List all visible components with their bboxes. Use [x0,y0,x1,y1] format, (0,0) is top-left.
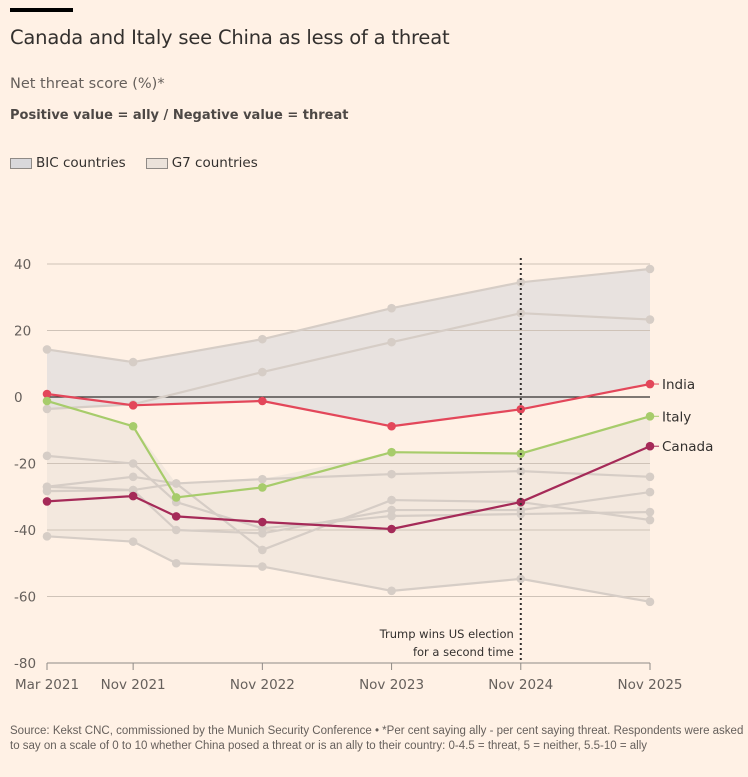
point-india [645,379,655,389]
point-g7-country-b [258,474,267,484]
legend-swatch-bic [10,157,32,169]
point-g7-country-c [645,487,655,497]
axes-layer: 40 20 0 -20 -40 -60 -80 Mar 2021 Nov 2021 Nov 202… [14,257,683,693]
y-tick-label: 20 [14,324,31,340]
point-g7-country-a [387,511,396,521]
legend: BIC countries G7 countries [10,155,258,171]
line-bic-country-b [46,312,651,411]
point-india [387,421,396,431]
point-italy [42,396,52,406]
y-tick-label: -20 [14,457,36,473]
point-bic-country-a [387,303,396,313]
point-italy [645,411,655,421]
y-tick-label: 0 [14,390,23,406]
y-tick-label: -40 [14,523,36,539]
annotation-text-line2: for a second time [413,645,514,659]
point-g7-country-e [645,597,655,607]
point-g7-country-e [128,537,138,546]
point-bic-country-a [516,277,526,287]
point-bic-country-a [258,334,267,344]
point-india [258,396,267,406]
point-bic-country-b [42,404,52,414]
legend-item-g7: G7 countries [145,155,258,171]
series-label-italy: Italy [662,409,691,425]
x-tick-label: Mar 2021 [15,677,79,693]
point-g7-country-c [387,505,396,515]
x-tick-label: Nov 2024 [488,677,553,693]
chart-plot: 40 20 0 -20 -40 -60 -80 Mar 2021 Nov 2021 Nov 202… [14,257,713,693]
point-g7-country-d [645,515,655,525]
x-tick-label: Nov 2021 [101,677,166,693]
point-g7-country-d [387,495,396,505]
point-g7-country-c [258,529,267,538]
point-g7-country-b [645,472,655,482]
point-india [128,401,138,410]
labels-layer: India Italy Canada Trump wins US election fo… [379,258,713,663]
point-g7-country-b [516,466,526,476]
point-bic-country-a [645,264,655,274]
point-g7-country-a [42,451,52,461]
point-g7-country-a [128,459,138,468]
legend-swatch-g7 [145,157,168,169]
point-canada [645,441,655,451]
point-g7-country-b [387,469,396,479]
point-italy [171,493,181,502]
point-italy [128,421,138,431]
y-tick-label: -80 [14,656,36,672]
y-tick-label: -60 [14,590,36,606]
point-canada [128,491,138,501]
point-italy [258,483,267,492]
point-g7-country-e [171,558,181,568]
point-canada [516,497,526,507]
point-g7-country-c [171,525,181,535]
point-canada [171,512,181,521]
legend-label-g7: G7 countries [171,155,258,171]
point-canada [258,517,267,527]
point-g7-country-d [128,485,138,495]
x-tick-label: Nov 2025 [618,677,683,693]
bands-layer [47,268,650,602]
point-g7-country-a [645,507,655,517]
line-india [46,382,651,428]
series-label-canada: Canada [662,439,713,455]
point-g7-country-c [516,505,526,515]
legend-label-bic: BIC countries [36,155,126,171]
brand-bar [10,8,73,12]
point-g7-country-d [42,482,52,492]
chart-title: Canada and Italy see China as less of a … [10,26,450,49]
annotation-text-line1: Trump wins US election [379,627,514,641]
point-canada [42,497,52,506]
chart-subtitle: Net threat score (%)* [10,76,165,92]
y-tick-label: 40 [14,257,31,273]
chart-note: Positive value = ally / Negative value =… [10,108,349,123]
point-g7-country-e [387,586,396,596]
point-g7-country-d [258,545,267,555]
band-g7 [47,400,650,602]
source-note: Source: Kekst CNC, commissioned by the M… [10,725,744,752]
point-india [42,389,52,399]
line-bic-country-a [46,267,651,364]
point-g7-country-b [128,472,138,482]
x-tick-label: Nov 2022 [230,677,295,693]
point-italy [387,447,396,457]
point-g7-country-d [171,479,181,488]
point-bic-country-a [42,345,52,354]
point-bic-country-b [258,367,267,377]
legend-item-bic: BIC countries [10,155,126,171]
point-g7-country-e [42,532,52,541]
x-tick-label: Nov 2023 [359,677,424,693]
series-label-india: India [662,377,695,393]
point-g7-country-e [258,562,267,571]
point-bic-country-a [128,357,138,367]
band-bic [47,268,650,427]
point-canada [387,524,396,534]
point-bic-country-b [387,337,396,347]
point-bic-country-b [645,315,655,324]
